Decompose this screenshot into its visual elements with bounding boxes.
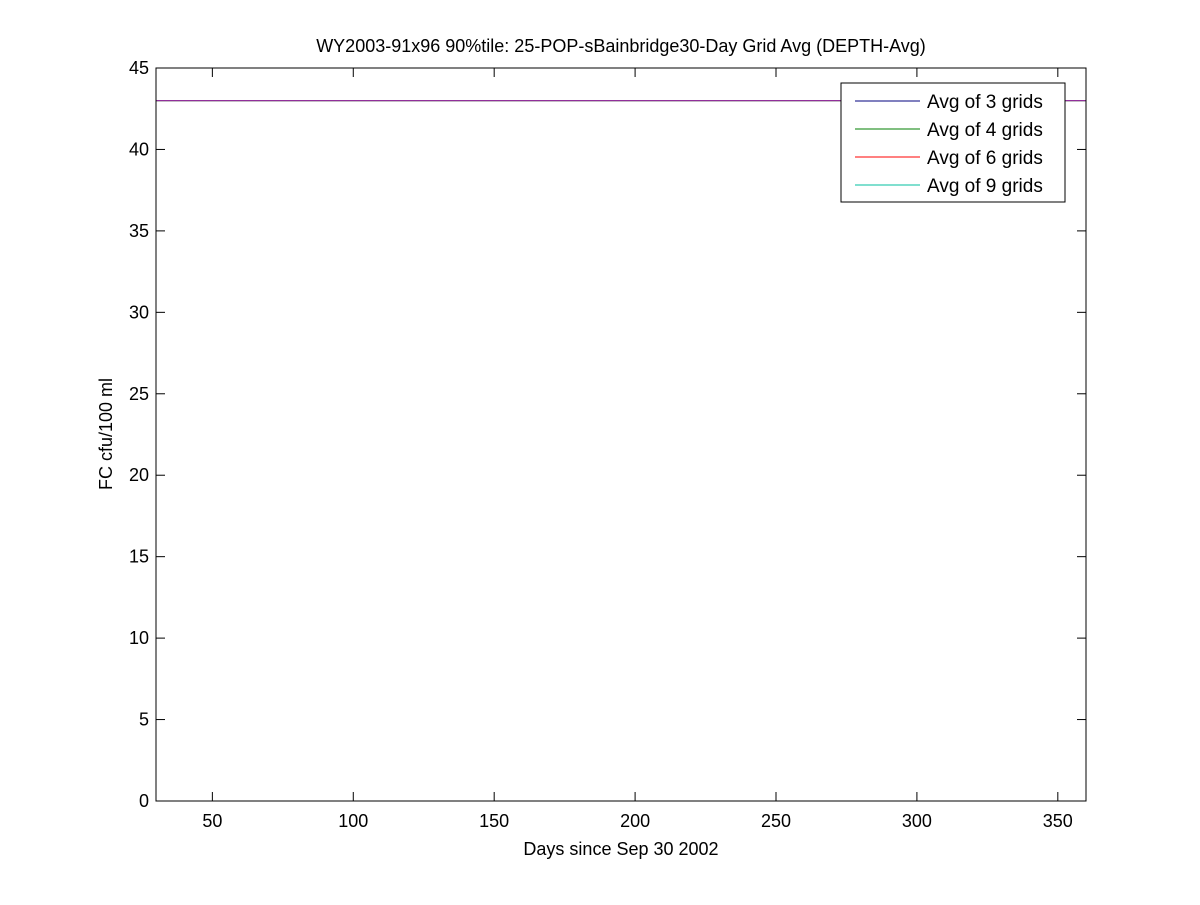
legend-entry: Avg of 6 grids (927, 148, 1043, 169)
x-tick-label: 150 (479, 811, 509, 831)
legend-entry: Avg of 4 grids (927, 120, 1043, 141)
y-tick-label: 35 (129, 221, 149, 241)
x-axis-label: Days since Sep 30 2002 (523, 839, 718, 859)
x-tick-label: 200 (620, 811, 650, 831)
legend-box (840, 82, 1066, 203)
x-tick-label: 100 (338, 811, 368, 831)
axis-ticks: 50 100 150 200 250 300 350 0 5 10 15 20 25 30 35 40 45 (129, 58, 1086, 831)
y-tick-label: 45 (129, 58, 149, 78)
y-tick-label: 40 (129, 139, 149, 159)
legend: Avg of 3 grids Avg of 4 grids Avg of 6 gri… (840, 82, 1066, 203)
x-tick-label: 50 (202, 811, 222, 831)
legend-entry: Avg of 9 grids (927, 176, 1043, 197)
x-tick-label: 250 (761, 811, 791, 831)
y-tick-label: 0 (139, 791, 149, 811)
y-tick-label: 5 (139, 710, 149, 730)
x-tick-label: 350 (1043, 811, 1073, 831)
y-tick-label: 30 (129, 302, 149, 322)
y-tick-label: 15 (129, 547, 149, 567)
y-tick-label: 10 (129, 628, 149, 648)
axes-box (155, 67, 1087, 802)
y-tick-label: 20 (129, 465, 149, 485)
y-tick-label: 25 (129, 384, 149, 404)
y-axis-label: FC cfu/100 ml (96, 378, 116, 490)
x-tick-label: 300 (902, 811, 932, 831)
chart-title: WY2003-91x96 90%tile: 25-POP-sBainbridge… (316, 36, 926, 56)
legend-entry: Avg of 3 grids (927, 92, 1043, 113)
